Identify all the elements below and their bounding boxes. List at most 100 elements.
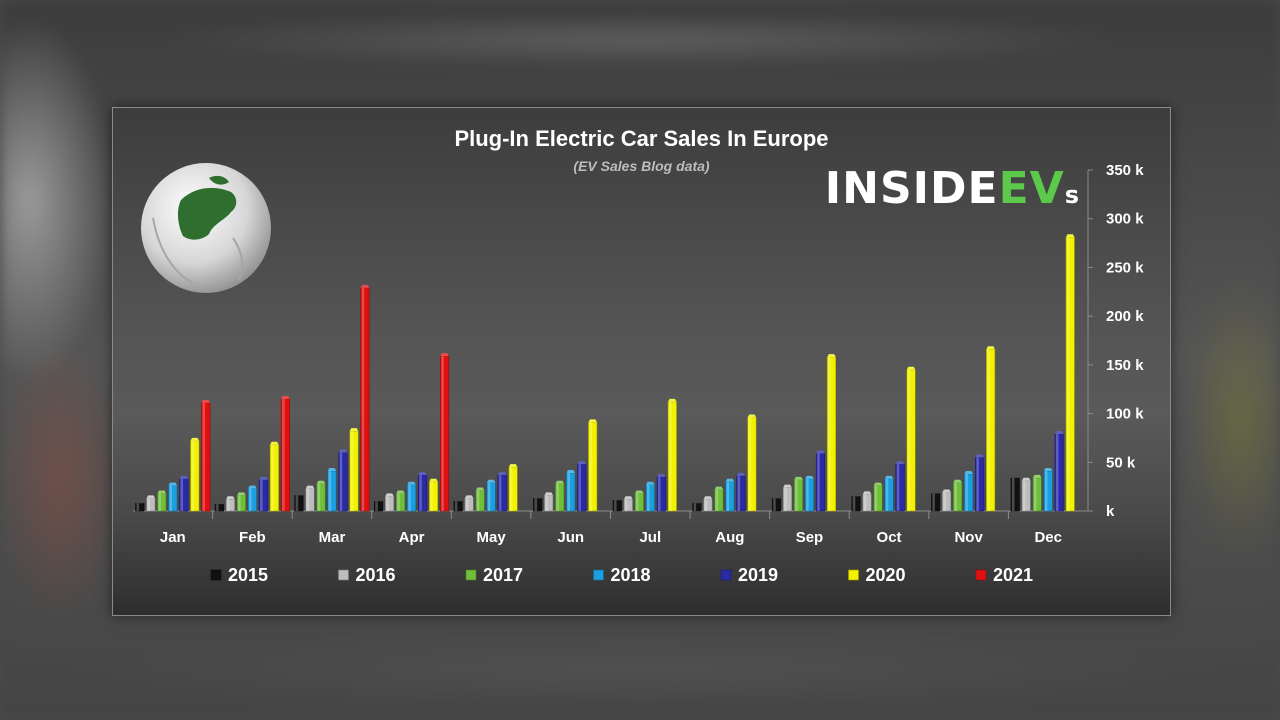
bar-highlight (647, 484, 650, 511)
bar-cap (135, 500, 145, 504)
legend-label: 2020 (866, 565, 906, 585)
bar-highlight (260, 479, 263, 511)
x-tick-label: Jan (160, 529, 186, 546)
y-tick-label: 300 k (1106, 211, 1144, 228)
bar-cap (703, 496, 713, 500)
legend-label: 2015 (228, 565, 268, 585)
bar-highlight (965, 473, 968, 511)
y-tick-label: 150 k (1106, 357, 1144, 374)
legend-label: 2018 (611, 565, 651, 585)
bar-cap (248, 485, 257, 489)
bar-highlight (863, 494, 867, 511)
y-tick-label: 50 k (1106, 454, 1136, 471)
bar-cap (646, 481, 655, 485)
bar-highlight (271, 444, 274, 511)
bar-cap (226, 496, 235, 500)
bar-cap (613, 497, 622, 501)
chart-canvas: k 50 k 100 k 150 k 200 k 250 k 300 k 350 k Jan Fe… (133, 162, 1144, 585)
bar-cap (772, 495, 781, 499)
bar-cap (805, 475, 814, 479)
bar-highlight (773, 498, 776, 511)
bar-highlight (317, 483, 321, 511)
bar-highlight (1066, 237, 1070, 511)
bar-cap (783, 484, 792, 488)
bar-cap (873, 482, 883, 486)
x-tick-label: Feb (239, 529, 266, 546)
bar-cap (486, 479, 496, 483)
bar-cap (747, 414, 757, 418)
bar-highlight (874, 485, 878, 511)
bar-highlight (158, 493, 162, 511)
bar-highlight (386, 496, 389, 511)
bar-cap (497, 471, 507, 475)
bar-cap (942, 489, 951, 493)
bar-highlight (907, 369, 911, 511)
x-tick-label: Jun (557, 529, 584, 546)
legend-swatch (338, 569, 349, 581)
bar-highlight (784, 487, 787, 511)
bar-highlight (795, 479, 798, 511)
bar-cap (157, 490, 167, 494)
bar-cap (464, 495, 474, 499)
bar-highlight (306, 488, 310, 511)
x-tick-label: Sep (796, 529, 824, 546)
legend-swatch (975, 569, 987, 581)
insideevs-logo: INSIDEEVs (824, 163, 1080, 214)
bar-cap (668, 398, 677, 402)
legend-swatch (465, 569, 477, 581)
legend-label: 2021 (993, 565, 1033, 585)
bar-highlight (704, 499, 708, 511)
bar-highlight (408, 484, 411, 511)
bar-cap (624, 496, 633, 500)
y-tick-label: k (1106, 503, 1115, 520)
bar-cap (1054, 431, 1064, 435)
bar-highlight (828, 357, 831, 511)
y-tick-label: 250 k (1106, 259, 1144, 276)
bar-cap (1010, 474, 1020, 478)
legend-label: 2016 (356, 565, 396, 585)
bar-cap (953, 479, 962, 483)
bar-highlight (748, 417, 752, 511)
bar-cap (566, 470, 575, 474)
bar-highlight (487, 482, 491, 511)
bar-highlight (1022, 480, 1026, 511)
bar-cap (453, 498, 463, 502)
bar-highlight (545, 495, 548, 511)
bar-cap (714, 486, 724, 490)
bar-highlight (147, 498, 151, 511)
bar-cap (270, 441, 279, 445)
bar-highlight (578, 464, 581, 511)
chart-title: Plug-In Electric Car Sales In Europe (454, 126, 829, 151)
bar-highlight (227, 499, 230, 511)
bar-cap (555, 480, 564, 484)
bar-highlight (1044, 471, 1048, 511)
bar-highlight (943, 492, 946, 511)
bar-highlight (932, 493, 935, 511)
bar-cap (360, 284, 370, 288)
bar-cap (215, 501, 224, 505)
bar-cap (201, 399, 211, 403)
bar-cap (146, 495, 156, 499)
bar-cap (577, 461, 586, 465)
legend-label: 2019 (738, 565, 778, 585)
bar-highlight (454, 501, 458, 511)
bar-highlight (567, 473, 570, 511)
chart-panel: Plug-In Electric Car Sales In Europe (EV… (112, 107, 1171, 616)
bar-highlight (987, 349, 990, 511)
bar-cap (794, 476, 803, 480)
bar-cap (237, 492, 246, 496)
bar-highlight (191, 440, 195, 511)
bar-cap (179, 475, 189, 479)
bar-cap (588, 419, 597, 423)
bar-highlight (441, 356, 444, 511)
bar-cap (475, 487, 485, 491)
bar-cap (862, 491, 872, 495)
bar-highlight (726, 481, 730, 511)
bar-highlight (202, 402, 206, 511)
bar-cap (975, 454, 984, 458)
bar-highlight (216, 504, 219, 511)
x-tick-label: Dec (1034, 529, 1062, 546)
bar-highlight (180, 478, 184, 511)
bar-cap (396, 490, 405, 494)
bar-highlight (136, 503, 140, 511)
